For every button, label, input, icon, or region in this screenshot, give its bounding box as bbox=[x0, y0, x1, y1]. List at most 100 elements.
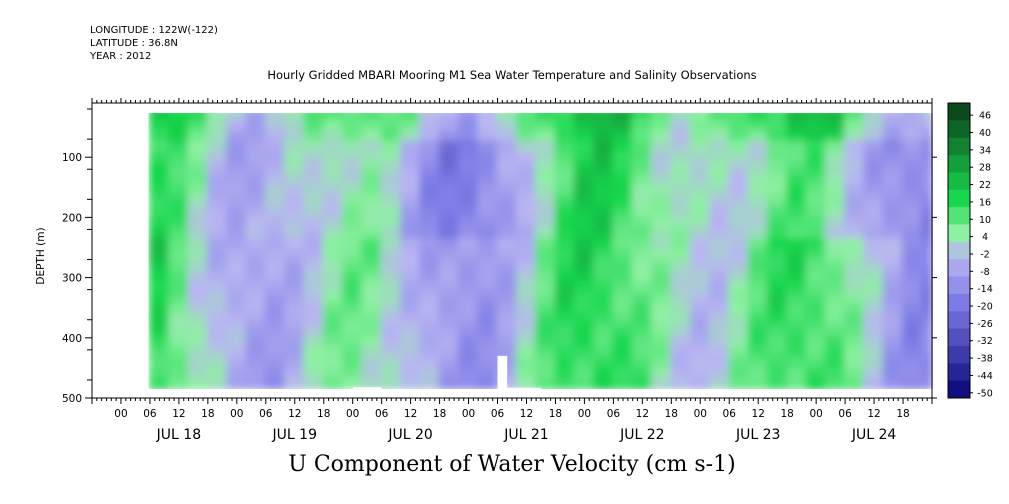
heatmap-cell bbox=[399, 194, 422, 208]
heatmap-cell bbox=[805, 140, 827, 154]
heatmap-cell bbox=[689, 259, 711, 273]
colorbar-swatch bbox=[948, 172, 970, 191]
heatmap-cell bbox=[361, 151, 383, 165]
colorbar-swatch bbox=[948, 241, 970, 260]
heatmap-cell bbox=[689, 281, 711, 295]
heatmap-cell bbox=[168, 335, 190, 349]
heatmap-cell bbox=[902, 270, 924, 284]
heatmap-cell bbox=[824, 259, 847, 273]
heatmap-cell bbox=[399, 346, 422, 360]
heatmap-cell bbox=[573, 378, 596, 389]
heatmap-cell bbox=[631, 281, 653, 295]
heatmap-cell bbox=[651, 281, 673, 295]
heatmap-cell bbox=[535, 378, 557, 389]
heatmap-cell bbox=[457, 140, 480, 154]
heatmap-cell bbox=[805, 303, 827, 316]
heatmap-cell bbox=[264, 313, 287, 327]
heatmap-cell bbox=[206, 216, 229, 230]
heatmap-cell bbox=[593, 129, 615, 143]
heatmap-cell bbox=[457, 335, 480, 349]
heatmap-cell bbox=[554, 368, 576, 381]
heatmap-cell bbox=[168, 238, 190, 251]
heatmap-cell bbox=[747, 292, 769, 306]
heatmap-cell bbox=[380, 303, 402, 316]
heatmap-cell bbox=[284, 129, 306, 143]
heatmap-cell bbox=[419, 357, 441, 371]
heatmap-cell bbox=[612, 118, 634, 132]
heatmap-cell bbox=[361, 173, 383, 186]
heatmap-cell bbox=[844, 357, 866, 371]
heatmap-cell bbox=[264, 205, 287, 219]
heatmap-cell bbox=[670, 248, 692, 262]
heatmap-cell bbox=[399, 313, 422, 327]
heatmap-cell bbox=[245, 194, 267, 208]
heatmap-cell bbox=[477, 205, 499, 219]
heatmap-cell bbox=[863, 303, 885, 316]
x-tick-label: 12 bbox=[288, 408, 301, 420]
heatmap-cell bbox=[805, 281, 827, 295]
heatmap-cell bbox=[303, 303, 325, 316]
heatmap-cell bbox=[612, 162, 634, 176]
heatmap-cell bbox=[380, 216, 402, 230]
heatmap-cell bbox=[457, 216, 480, 230]
heatmap-cell bbox=[303, 281, 325, 295]
heatmap-cell bbox=[766, 151, 789, 165]
heatmap-cell bbox=[631, 129, 653, 143]
heatmap-cell bbox=[902, 335, 924, 349]
heatmap-cell bbox=[612, 205, 634, 219]
heatmap-cell bbox=[535, 140, 557, 154]
heatmap-cell bbox=[342, 183, 364, 197]
heatmap-cell bbox=[708, 118, 731, 132]
heatmap-cell bbox=[245, 140, 267, 154]
heatmap-cell bbox=[496, 335, 518, 349]
colorbar-label: 22 bbox=[979, 180, 991, 191]
heatmap-cell bbox=[245, 303, 267, 316]
heatmap-cell bbox=[902, 173, 924, 186]
colorbar-label: -26 bbox=[977, 319, 993, 330]
heatmap-cell bbox=[593, 118, 615, 132]
heatmap-cell bbox=[264, 129, 287, 143]
heatmap-cell bbox=[573, 238, 596, 251]
heatmap-cell bbox=[496, 313, 518, 327]
heatmap-cell bbox=[747, 324, 769, 338]
heatmap-cell bbox=[496, 151, 518, 165]
heatmap-cell bbox=[708, 227, 731, 241]
heatmap-cell bbox=[361, 303, 383, 316]
heatmap-cell bbox=[824, 140, 847, 154]
heatmap-cell bbox=[554, 292, 576, 306]
heatmap-cell bbox=[380, 183, 402, 197]
heatmap-cell bbox=[921, 357, 933, 371]
heatmap-cell bbox=[226, 151, 248, 165]
heatmap-cell bbox=[457, 113, 480, 121]
heatmap-cell bbox=[766, 183, 789, 197]
y-tick-label: 100 bbox=[62, 152, 82, 164]
heatmap-cell bbox=[477, 129, 499, 143]
heatmap-cell bbox=[399, 238, 422, 251]
heatmap-cell bbox=[168, 292, 190, 306]
heatmap-cell bbox=[322, 368, 345, 381]
heatmap-cell bbox=[419, 151, 441, 165]
heatmap-cell bbox=[245, 162, 267, 176]
heatmap-cell bbox=[380, 162, 402, 176]
heatmap-cell bbox=[322, 162, 345, 176]
heatmap-cell bbox=[419, 140, 441, 154]
colorbar-label: -2 bbox=[980, 249, 989, 260]
heatmap-cell bbox=[303, 118, 325, 132]
heatmap-cell bbox=[651, 248, 673, 262]
heatmap-cell bbox=[651, 162, 673, 176]
heatmap-cell bbox=[882, 368, 905, 381]
heatmap-cell bbox=[322, 270, 345, 284]
heatmap-cell bbox=[399, 129, 422, 143]
x-tick-label: 06 bbox=[838, 408, 852, 420]
heatmap-cell bbox=[554, 248, 576, 262]
heatmap-cell bbox=[786, 194, 808, 208]
heatmap-cell bbox=[921, 238, 933, 251]
colorbar-swatch bbox=[948, 293, 970, 312]
heatmap-cell bbox=[380, 357, 402, 371]
heatmap-cell bbox=[168, 324, 190, 338]
heatmap-cell bbox=[322, 238, 345, 251]
heatmap-cell bbox=[824, 113, 847, 121]
colorbar-label: 34 bbox=[979, 145, 991, 156]
heatmap-cell bbox=[612, 303, 634, 316]
heatmap-cell bbox=[573, 194, 596, 208]
